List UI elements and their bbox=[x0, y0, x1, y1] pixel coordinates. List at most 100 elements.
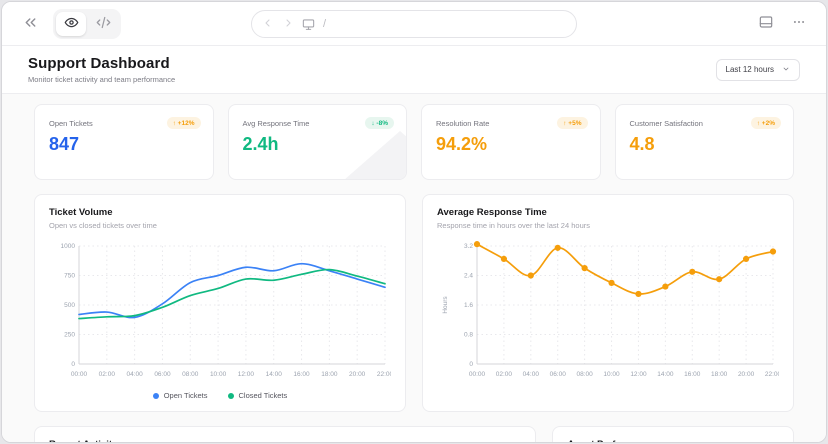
time-range-select[interactable]: Last 12 hours bbox=[715, 58, 800, 81]
triangle-watermark bbox=[336, 131, 407, 179]
agent-performance-card: Agent Performance bbox=[552, 426, 794, 442]
chart-legend: Open Tickets Closed Tickets bbox=[49, 391, 391, 400]
charts-row: Ticket Volume Open vs closed tickets ove… bbox=[34, 194, 794, 412]
dashboard-content: Open Tickets 847 ↑ +12% Avg Response Tim… bbox=[2, 94, 826, 442]
trend-badge: ↑ +5% bbox=[557, 117, 588, 129]
stat-label: Customer Satisfaction bbox=[629, 119, 703, 128]
panel-layout-button[interactable] bbox=[756, 12, 776, 35]
svg-text:750: 750 bbox=[64, 273, 75, 280]
stat-label: Avg Response Time bbox=[242, 119, 310, 128]
svg-text:16:00: 16:00 bbox=[293, 371, 310, 378]
svg-text:04:00: 04:00 bbox=[126, 371, 143, 378]
response-time-chart: 0 0.8 1.6 2.4 3.2 00:00 02:00 04:00 06:00 08:00 10… bbox=[437, 238, 782, 385]
card-title: Agent Performance bbox=[567, 439, 779, 442]
svg-text:02:00: 02:00 bbox=[99, 371, 116, 378]
svg-text:04:00: 04:00 bbox=[523, 371, 540, 378]
collapse-sidebar-button[interactable] bbox=[20, 12, 41, 36]
panel-bottom-icon bbox=[758, 14, 774, 33]
svg-text:20:00: 20:00 bbox=[738, 371, 755, 378]
svg-text:3.2: 3.2 bbox=[464, 243, 473, 250]
page-subtitle: Monitor ticket activity and team perform… bbox=[28, 75, 176, 84]
stat-card-customer-satisfaction: Customer Satisfaction 4.8 ↑ +2% bbox=[614, 104, 794, 180]
bottom-row: Recent Activity Agent Performance bbox=[34, 426, 794, 442]
toolbar-right-group bbox=[756, 12, 808, 35]
svg-text:14:00: 14:00 bbox=[657, 371, 674, 378]
code-icon bbox=[96, 15, 111, 33]
svg-text:0: 0 bbox=[469, 361, 473, 368]
card-title: Recent Activity bbox=[49, 439, 521, 442]
svg-text:500: 500 bbox=[64, 302, 75, 309]
svg-text:06:00: 06:00 bbox=[550, 371, 567, 378]
svg-text:00:00: 00:00 bbox=[469, 371, 486, 378]
ticket-volume-chart: 0 250 500 750 1000 00:00 02:00 04:00 06:00 08:00 1… bbox=[49, 238, 394, 385]
response-time-card: Average Response Time Response time in h… bbox=[422, 194, 794, 412]
legend-dot bbox=[152, 392, 159, 399]
ellipsis-icon bbox=[792, 15, 806, 32]
svg-text:10:00: 10:00 bbox=[210, 371, 227, 378]
svg-text:1.6: 1.6 bbox=[464, 302, 473, 309]
view-toggle bbox=[53, 8, 121, 39]
stat-card-open-tickets: Open Tickets 847 ↑ +12% bbox=[34, 104, 214, 180]
stat-value: 4.8 bbox=[629, 134, 655, 154]
stat-card-resolution-rate: Resolution Rate 94.2% ↑ +5% bbox=[421, 104, 601, 180]
eye-icon bbox=[64, 15, 79, 33]
svg-text:22:00: 22:00 bbox=[765, 371, 779, 378]
chevron-right-icon bbox=[282, 17, 294, 32]
stat-card-avg-response-time: Avg Response Time 2.4h ↓ -8% bbox=[227, 104, 407, 180]
time-range-value: Last 12 hours bbox=[725, 65, 774, 74]
legend-item: Open Tickets bbox=[152, 391, 208, 400]
chart-title: Ticket Volume bbox=[49, 207, 113, 218]
chart-svg: 0 0.8 1.6 2.4 3.2 00:00 02:00 04:00 06:00 08:00 10… bbox=[442, 241, 782, 378]
address-bar[interactable]: / bbox=[251, 10, 577, 38]
monitor-icon bbox=[302, 18, 315, 31]
page-title: Support Dashboard bbox=[28, 55, 170, 72]
chevrons-left-icon bbox=[22, 14, 39, 34]
more-options-button[interactable] bbox=[790, 13, 808, 34]
trend-badge: ↓ -8% bbox=[365, 117, 394, 129]
stats-row: Open Tickets 847 ↑ +12% Avg Response Tim… bbox=[34, 104, 794, 180]
svg-text:2.4: 2.4 bbox=[464, 273, 473, 280]
chart-subtitle: Open vs closed tickets over time bbox=[49, 221, 157, 230]
svg-text:08:00: 08:00 bbox=[576, 371, 593, 378]
svg-text:1000: 1000 bbox=[61, 243, 76, 250]
svg-text:14:00: 14:00 bbox=[266, 371, 283, 378]
code-toggle-button[interactable] bbox=[88, 12, 118, 36]
svg-text:20:00: 20:00 bbox=[349, 371, 366, 378]
nav-forward-button[interactable] bbox=[282, 17, 294, 32]
svg-text:10:00: 10:00 bbox=[603, 371, 620, 378]
svg-text:0.8: 0.8 bbox=[464, 332, 473, 339]
stat-label: Open Tickets bbox=[49, 119, 93, 128]
svg-text:22:00: 22:00 bbox=[377, 371, 391, 378]
svg-text:12:00: 12:00 bbox=[630, 371, 647, 378]
page-header: Support Dashboard Monitor ticket activit… bbox=[2, 46, 826, 94]
svg-text:06:00: 06:00 bbox=[154, 371, 171, 378]
trend-badge: ↑ +12% bbox=[166, 117, 201, 129]
nav-back-button[interactable] bbox=[262, 17, 274, 32]
chevron-down-icon bbox=[782, 65, 790, 75]
trend-badge: ↑ +2% bbox=[750, 117, 781, 129]
ticket-volume-card: Ticket Volume Open vs closed tickets ove… bbox=[34, 194, 406, 412]
stat-value: 847 bbox=[49, 134, 80, 154]
svg-text:Hours: Hours bbox=[442, 296, 449, 314]
svg-text:0: 0 bbox=[71, 361, 75, 368]
svg-text:18:00: 18:00 bbox=[321, 371, 338, 378]
preview-toolbar: / bbox=[2, 2, 826, 46]
stat-label: Resolution Rate bbox=[436, 119, 490, 128]
chart-title: Average Response Time bbox=[437, 207, 547, 218]
page-header-text: Support Dashboard Monitor ticket activit… bbox=[28, 55, 175, 84]
chart-subtitle: Response time in hours over the last 24 … bbox=[437, 221, 590, 230]
svg-text:02:00: 02:00 bbox=[496, 371, 513, 378]
svg-text:18:00: 18:00 bbox=[711, 371, 728, 378]
chevron-left-icon bbox=[262, 17, 274, 32]
svg-text:250: 250 bbox=[64, 332, 75, 339]
legend-dot bbox=[227, 392, 234, 399]
svg-text:16:00: 16:00 bbox=[684, 371, 701, 378]
svg-text:12:00: 12:00 bbox=[238, 371, 255, 378]
toolbar-left-group bbox=[20, 8, 121, 39]
url-path[interactable]: / bbox=[323, 18, 327, 30]
stat-value: 94.2% bbox=[436, 134, 488, 154]
legend-item: Closed Tickets bbox=[227, 391, 287, 400]
preview-toggle-button[interactable] bbox=[56, 11, 86, 36]
recent-activity-card: Recent Activity bbox=[34, 426, 537, 442]
